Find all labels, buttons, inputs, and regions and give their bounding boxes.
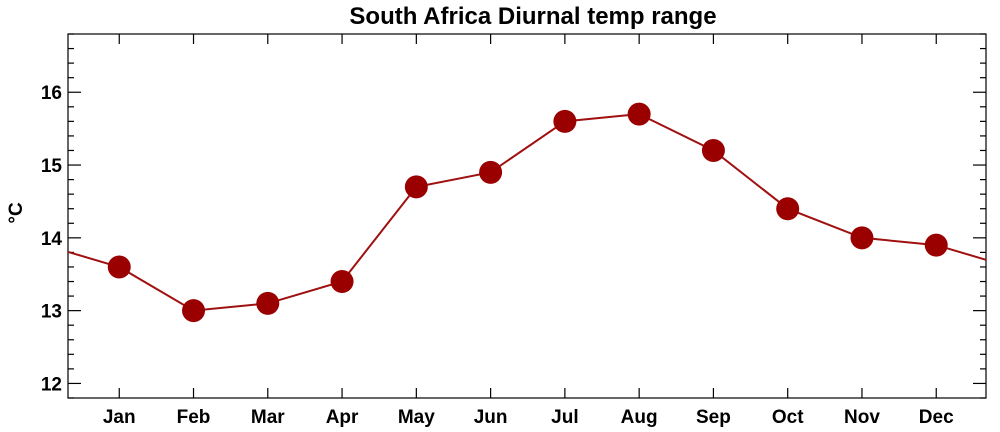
x-tick-label: Jan (103, 407, 136, 428)
data-point-jun (479, 160, 503, 184)
x-tick-label: Sep (696, 407, 731, 428)
y-tick-label: 13 (41, 302, 62, 323)
data-point-oct (776, 197, 800, 221)
series-group (67, 102, 987, 323)
x-tick-label: Oct (772, 407, 804, 428)
data-point-sep (701, 138, 725, 162)
data-point-jul (553, 109, 577, 133)
x-axis: Jan Feb Mar Apr May Jun Jul Aug Sep Oct Nov Dec (103, 34, 954, 428)
data-point-apr (330, 270, 354, 294)
x-tick-label: Apr (326, 407, 359, 428)
x-tick-label: May (398, 407, 435, 428)
y-tick-label: 15 (41, 156, 63, 177)
x-tick-label: Dec (919, 407, 954, 428)
y-tick-label: 16 (41, 83, 62, 104)
data-point-feb (182, 299, 206, 323)
chart-title: South Africa Diurnal temp range (349, 3, 716, 30)
data-point-dec (924, 233, 948, 257)
x-tick-label: Aug (621, 407, 658, 428)
data-point-aug (627, 102, 651, 126)
x-tick-label: Mar (251, 407, 285, 428)
y-axis: 12 13 14 15 16 (41, 33, 986, 399)
y-tick-label: 12 (41, 374, 62, 395)
data-point-nov (850, 226, 874, 250)
y-axis-label: °C (6, 202, 27, 224)
plot-frame (67, 33, 987, 399)
plot-area: 12 13 14 15 16 Jan Feb Mar Apr May Jun Jul Aug Sep Oc… (41, 33, 987, 428)
y-tick-label: 14 (41, 229, 63, 250)
x-tick-label: Feb (177, 407, 211, 428)
data-point-may (404, 175, 428, 199)
x-tick-label: Nov (844, 407, 880, 428)
x-tick-label: Jun (474, 407, 508, 428)
series-line (67, 113, 987, 312)
data-point-jan (107, 255, 131, 279)
x-tick-label: Jul (551, 407, 578, 428)
data-point-mar (256, 291, 280, 315)
